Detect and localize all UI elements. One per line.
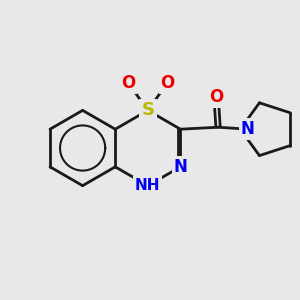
Text: O: O: [160, 74, 175, 92]
Text: N: N: [241, 120, 255, 138]
Text: O: O: [121, 74, 135, 92]
Text: N: N: [173, 158, 188, 176]
Text: O: O: [209, 88, 223, 106]
Text: N: N: [241, 120, 255, 138]
Text: S: S: [141, 101, 154, 119]
Text: NH: NH: [135, 178, 160, 193]
